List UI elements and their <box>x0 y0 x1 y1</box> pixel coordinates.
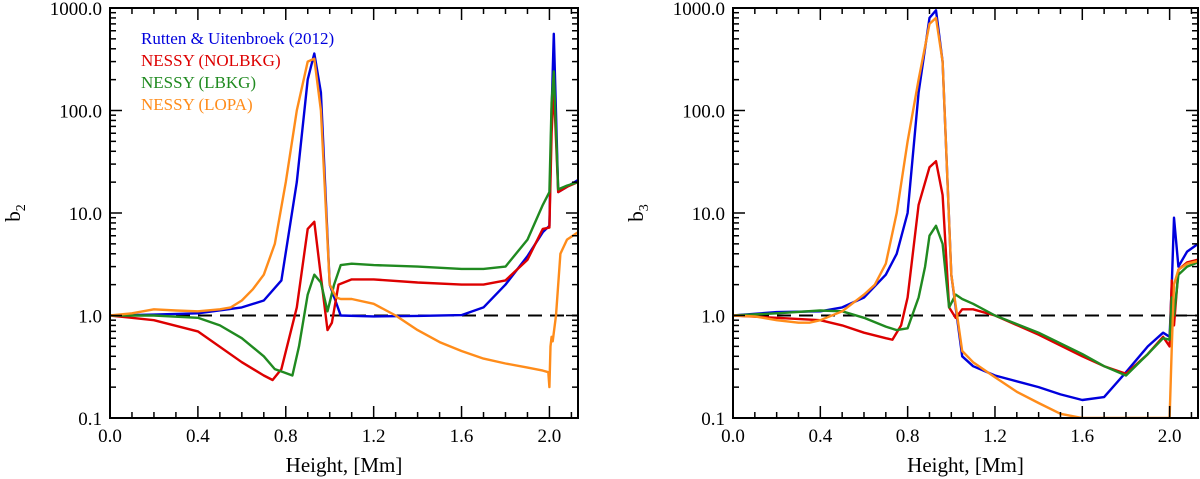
y-axis-label: b2 <box>1 204 29 222</box>
x-tick-label: 0.8 <box>274 426 298 447</box>
y-axis-label-main: b <box>1 211 25 222</box>
y-tick-label: 0.1 <box>701 409 725 430</box>
series-line-nessy-lopa <box>110 57 578 389</box>
x-tick-label: 2.0 <box>1158 426 1182 447</box>
x-tick-label: 0.4 <box>808 426 832 447</box>
legend-entry: NESSY (LBKG) <box>141 73 256 92</box>
series-group <box>733 9 1198 418</box>
y-tick-label: 1.0 <box>78 307 102 328</box>
x-axis-label: Height, [Mm] <box>286 453 403 477</box>
x-tick-label: 0.0 <box>98 426 122 447</box>
x-tick-label: 1.2 <box>983 426 1007 447</box>
x-tick-label: 0.8 <box>896 426 920 447</box>
y-tick-label: 1000.0 <box>50 0 102 20</box>
series-line-nessy-lopa <box>733 16 1198 418</box>
y-tick-label: 100.0 <box>682 102 725 123</box>
x-tick-label: 2.0 <box>538 426 562 447</box>
legend-entry: NESSY (NOLBKG) <box>141 51 281 70</box>
y-axis-label-main: b <box>624 211 648 222</box>
series-line-nessy-lbkg <box>733 224 1198 377</box>
y-tick-label: 1.0 <box>701 307 725 328</box>
legend-entry: Rutten & Uitenbroek (2012) <box>141 29 334 48</box>
y-axis-label: b3 <box>624 204 652 222</box>
series-line-rutten-uitenbroek-2012 <box>733 9 1198 402</box>
y-tick-label: 1000.0 <box>673 0 725 20</box>
plot-frame <box>732 7 1199 419</box>
y-tick-label: 10.0 <box>692 204 725 225</box>
x-tick-label: 1.2 <box>362 426 386 447</box>
chart-panel-b2: 0.0 0.4 0.8 1.2 1.6 2.0 0.1 1.0 10.0 100.0 1000.0 H… <box>1 0 579 477</box>
y-tick-label: 0.1 <box>78 409 102 430</box>
x-tick-label: 0.0 <box>721 426 745 447</box>
series-line-nessy-lbkg <box>110 70 578 377</box>
legend-entry: NESSY (LOPA) <box>141 95 253 114</box>
x-tick-label: 1.6 <box>450 426 474 447</box>
x-tick-label: 1.6 <box>1070 426 1094 447</box>
y-tick-label: 10.0 <box>69 204 102 225</box>
y-axis-label-subscript: 2 <box>14 204 29 211</box>
y-tick-label: 100.0 <box>59 102 102 123</box>
series-line-nessy-nolbkg <box>733 159 1198 375</box>
series-line-nessy-nolbkg <box>110 85 578 382</box>
y-axis-label-subscript: 3 <box>637 204 652 211</box>
x-axis-label: Height, [Mm] <box>907 453 1024 477</box>
x-tick-label: 0.4 <box>186 426 210 447</box>
series-group <box>110 32 578 389</box>
chart-panel-b3: 0.0 0.4 0.8 1.2 1.6 2.0 0.1 1.0 10.0 100.0 1000.0 H… <box>624 0 1199 477</box>
